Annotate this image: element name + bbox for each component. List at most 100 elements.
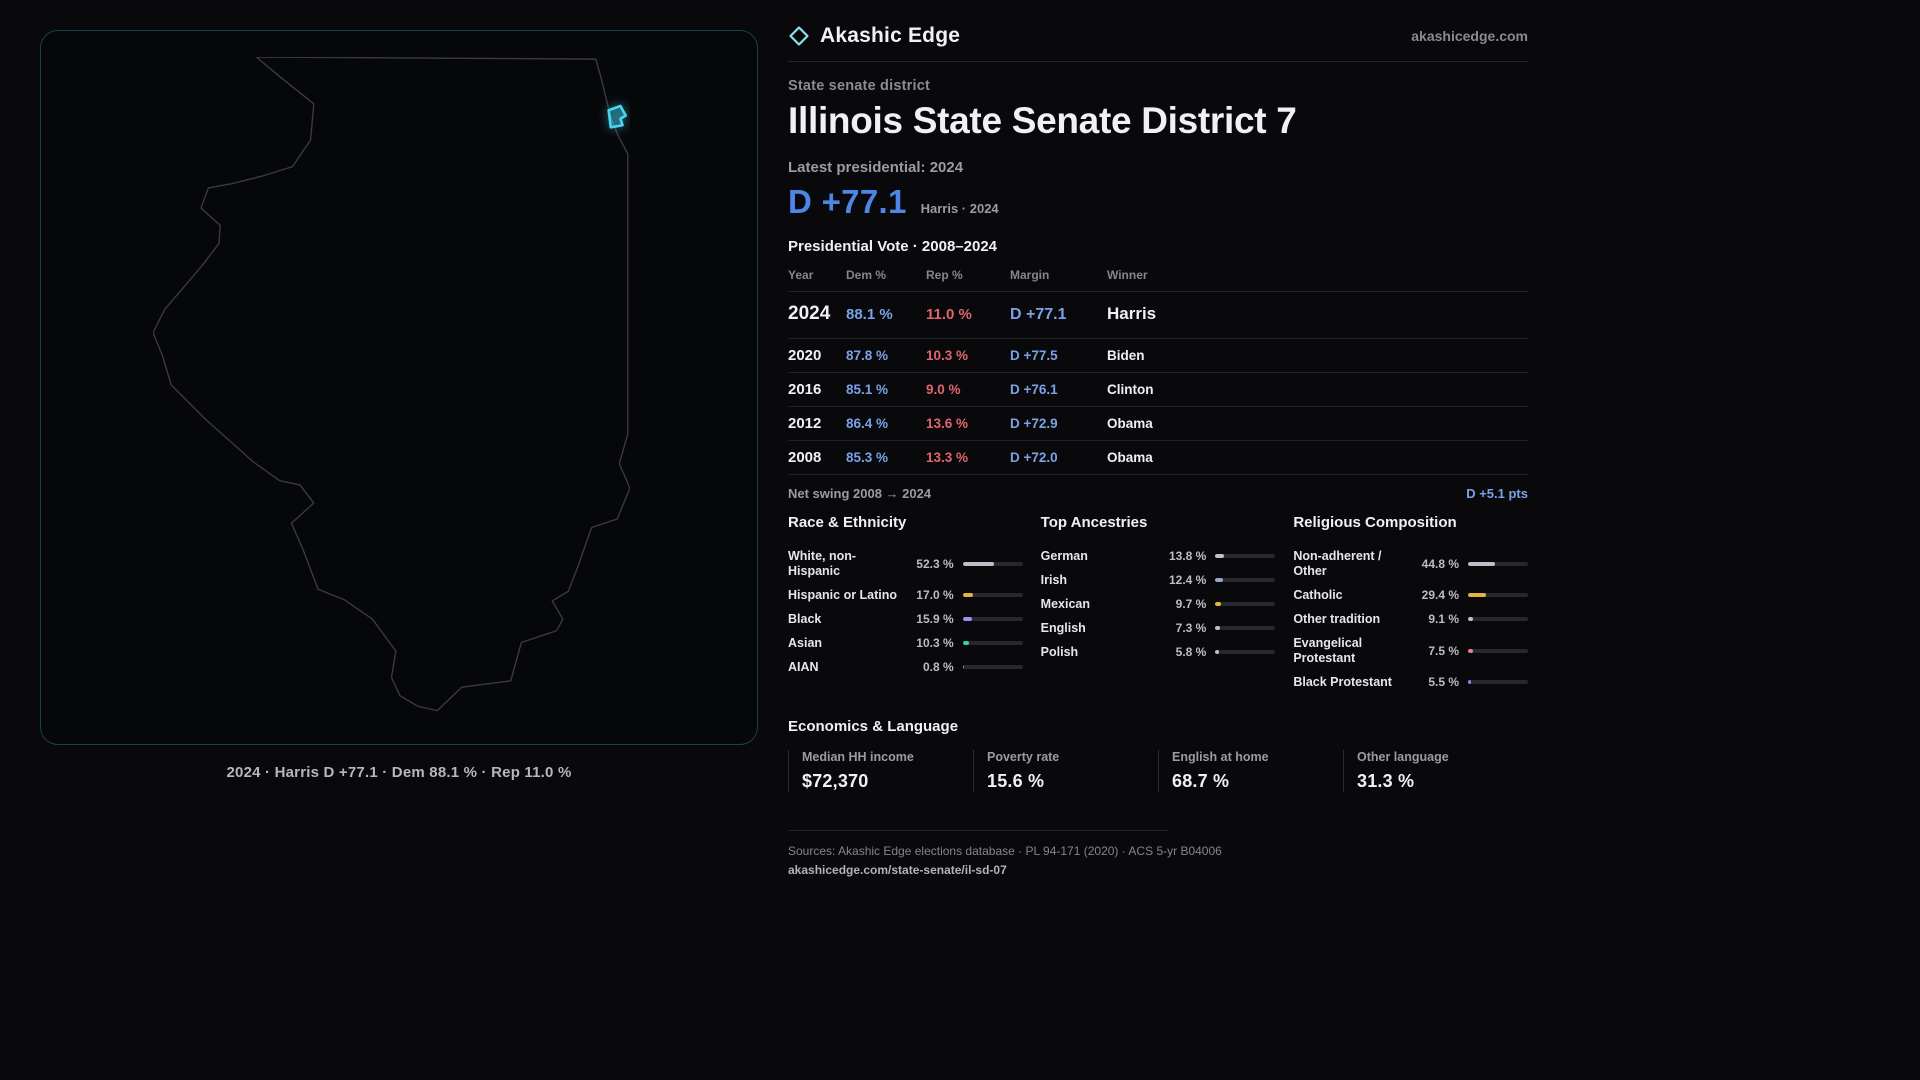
demographic-value: 13.8 % — [1168, 549, 1207, 563]
demographic-bar — [962, 617, 1023, 621]
demographic-section-title: Religious Composition — [1293, 514, 1457, 531]
vote-rep-pct: 9.0 % — [926, 382, 961, 397]
demographic-label: White, non-Hispanic — [788, 548, 857, 578]
economics-stats: Median HH income $72,370 Poverty rate 15.6 … — [788, 750, 1528, 792]
demographic-bar — [1468, 680, 1528, 684]
demographic-item: Mexican 9.7 % — [1041, 592, 1276, 616]
net-swing-row: Net swing 2008 → 2024 D +5.1 pts — [788, 475, 1528, 501]
demographic-item: Non-adherent / Other 44.8 % — [1293, 544, 1528, 583]
economics-stat: English at home 68.7 % — [1158, 750, 1343, 792]
demographic-bar-fill — [1468, 617, 1474, 621]
sources-text: Sources: Akashic Edge elections database… — [788, 844, 1222, 858]
demographic-bar — [1215, 554, 1276, 558]
vote-rep-pct: 11.0 % — [926, 306, 972, 323]
economics-stat: Poverty rate 15.6 % — [973, 750, 1158, 792]
col-margin: Margin — [1010, 268, 1050, 282]
demographic-item: Catholic 29.4 % — [1293, 583, 1528, 607]
demographic-bar — [1468, 617, 1528, 621]
vote-table-row: 2016 85.1 % 9.0 % D +76.1 Clinton — [788, 373, 1528, 407]
vote-margin: D +77.1 — [1010, 306, 1067, 323]
demographic-bar-fill — [1215, 650, 1219, 654]
map-section: 2024 · Harris D +77.1 · Dem 88.1 % · Rep… — [40, 30, 758, 781]
illinois-map — [153, 57, 630, 712]
vote-year: 2020 — [788, 347, 822, 364]
demographic-bar-fill — [1468, 648, 1473, 653]
demographic-value: 29.4 % — [1421, 588, 1459, 602]
demographic-item: White, non-Hispanic 52.3 % — [788, 544, 1023, 583]
footer-divider — [788, 830, 1168, 831]
vote-margin: D +76.1 — [1010, 382, 1058, 397]
headline-note: Harris · 2024 — [920, 201, 999, 216]
brand: Akashic Edge — [788, 24, 960, 48]
headline: D +77.1 Harris · 2024 — [788, 183, 1528, 221]
demographic-bar-fill — [1468, 561, 1495, 566]
brand-diamond-icon — [789, 26, 809, 46]
economics-stat-value: $72,370 — [802, 771, 869, 791]
vote-dem-pct: 87.8 % — [846, 348, 889, 363]
vote-table-header: Year Dem % Rep % Margin Winner — [788, 268, 1528, 292]
map-panel — [40, 30, 758, 745]
demographic-label: Black — [788, 611, 822, 626]
demographic-label: Asian — [788, 635, 823, 650]
net-swing-label: Net swing 2008 → 2024 — [788, 486, 932, 501]
demographic-bar — [1468, 593, 1528, 597]
vote-table-rows: 2024 88.1 % 11.0 % D +77.1 Harris 2020 87.8 % 1… — [788, 292, 1528, 475]
economics-stat: Median HH income $72,370 — [788, 750, 973, 792]
demographic-label: Catholic — [1293, 587, 1343, 602]
demographic-value: 5.8 % — [1175, 645, 1207, 659]
demographic-value: 10.3 % — [916, 636, 954, 650]
col-rep: Rep % — [926, 268, 963, 282]
latest-presidential-label: Latest presidential: 2024 — [788, 159, 964, 176]
vote-year: 2024 — [788, 303, 831, 324]
demographic-bar-fill — [962, 617, 973, 621]
demographic-bar-fill — [962, 593, 973, 597]
demographic-bar-fill — [962, 641, 969, 645]
vote-year: 2016 — [788, 381, 822, 398]
demographic-value: 7.3 % — [1175, 621, 1207, 635]
vote-dem-pct: 85.3 % — [846, 450, 889, 465]
economics-stat: Other language 31.3 % — [1343, 750, 1528, 792]
demographic-section: Top Ancestries German 13.8 % Irish 12.4 % Mex… — [1041, 514, 1276, 694]
demographic-value: 17.0 % — [916, 588, 954, 602]
demographic-bar — [1468, 648, 1528, 653]
vote-dem-pct: 86.4 % — [846, 416, 889, 431]
col-dem: Dem % — [846, 268, 887, 282]
vote-winner: Clinton — [1107, 382, 1154, 397]
page-title: Illinois State Senate District 7 — [788, 100, 1297, 141]
vote-winner: Harris — [1107, 304, 1157, 323]
demographic-section-title: Top Ancestries — [1040, 514, 1148, 531]
vote-table-title: Presidential Vote · 2008–2024 — [788, 238, 998, 255]
site-link[interactable]: akashicedge.com — [1411, 28, 1528, 44]
demographic-bar — [962, 641, 1023, 645]
demographic-section-title: Race & Ethnicity — [788, 514, 907, 531]
vote-rep-pct: 13.6 % — [926, 416, 969, 431]
district-report: Akashic Edge akashicedge.com State senat… — [788, 24, 1528, 877]
demographic-value: 0.8 % — [922, 660, 954, 674]
demographic-section: Religious Composition Non-adherent / Othe… — [1293, 514, 1528, 694]
economics-stat-label: Poverty rate — [987, 750, 1060, 764]
demographic-bar-fill — [1215, 602, 1222, 606]
economics-stat-value: 31.3 % — [1357, 771, 1415, 791]
district-marker[interactable] — [607, 104, 628, 129]
header-divider — [788, 61, 1528, 62]
vote-year: 2008 — [788, 449, 822, 466]
brand-name: Akashic Edge — [820, 24, 961, 47]
permalink[interactable]: akashicedge.com/state-senate/il-sd-07 — [788, 863, 1007, 877]
demographic-label: Polish — [1040, 644, 1079, 659]
col-winner: Winner — [1107, 268, 1148, 282]
demographic-item: Evangelical Protestant 7.5 % — [1293, 631, 1528, 670]
economics-title: Economics & Language — [788, 718, 959, 735]
demographic-bar — [962, 561, 1023, 566]
district-type-label: State senate district — [788, 78, 930, 94]
demographic-item: English 7.3 % — [1041, 616, 1276, 640]
vote-dem-pct: 85.1 % — [846, 382, 889, 397]
illinois-outline — [153, 57, 630, 712]
demographic-item: Black Protestant 5.5 % — [1293, 670, 1528, 694]
demographic-value: 9.1 % — [1428, 612, 1459, 626]
demographic-item: Polish 5.8 % — [1041, 640, 1276, 664]
vote-table-row: 2012 86.4 % 13.6 % D +72.9 Obama — [788, 407, 1528, 441]
demographic-value: 12.4 % — [1168, 573, 1207, 587]
economics-stat-value: 15.6 % — [987, 771, 1045, 791]
demographic-label: Hispanic or Latino — [788, 587, 898, 602]
economics-stat-label: English at home — [1172, 750, 1269, 764]
